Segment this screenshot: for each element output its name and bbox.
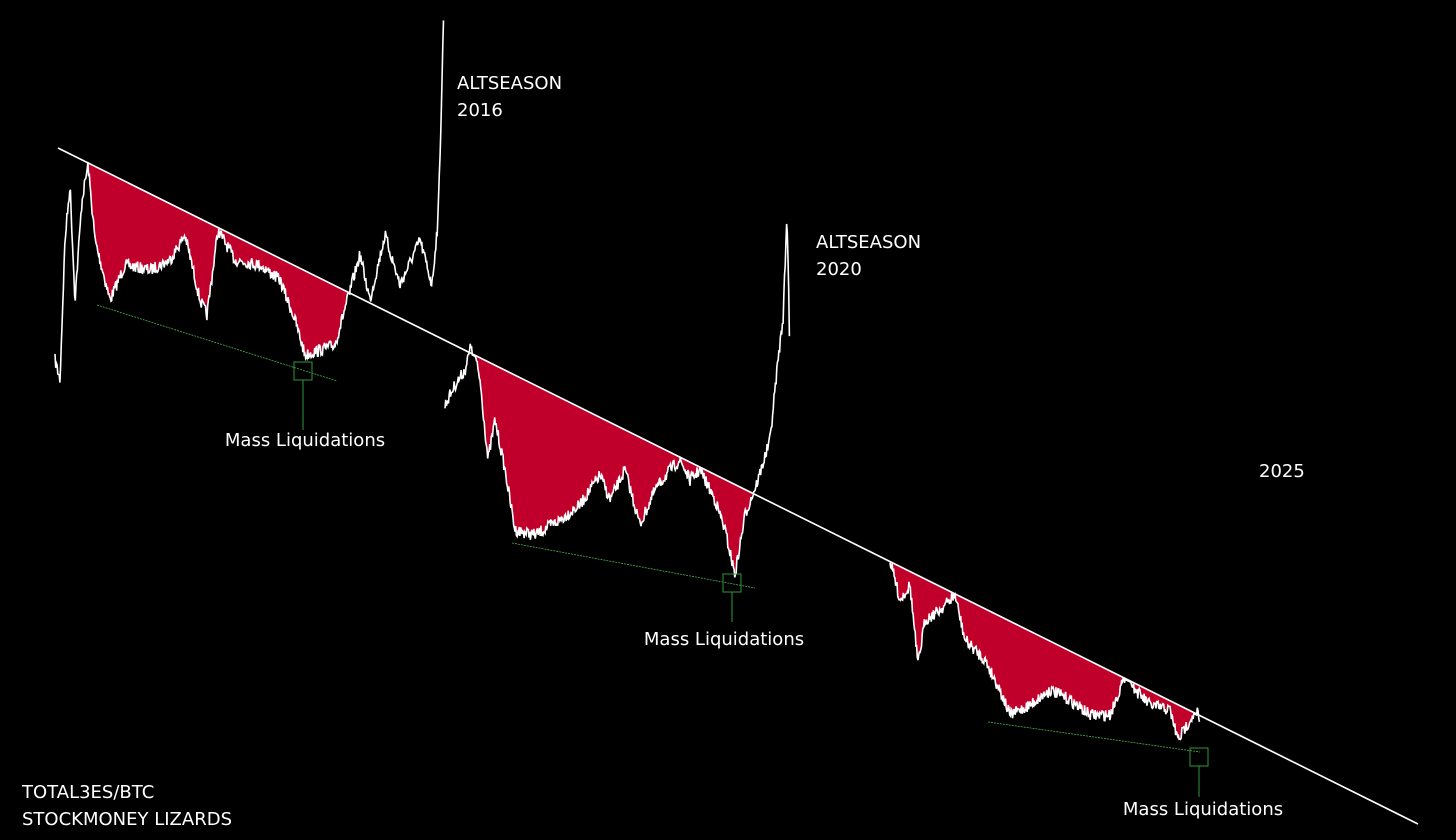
annotation: Mass Liquidations <box>225 430 385 451</box>
annotation: Mass Liquidations <box>644 629 804 650</box>
price-line <box>889 562 1201 741</box>
line-layer <box>54 20 1419 825</box>
red-area <box>890 561 1197 740</box>
annotation: ALTSEASON <box>816 232 921 253</box>
annotation-year: 2016 <box>457 100 503 121</box>
red-area <box>472 353 752 578</box>
annotation-year: 2020 <box>816 259 862 280</box>
annotation: Mass Liquidations <box>1123 799 1283 820</box>
fill-layer <box>88 162 1197 740</box>
annotation: ALTSEASON <box>457 73 562 94</box>
support-line <box>987 721 1201 753</box>
price-line <box>444 223 791 578</box>
support-line <box>511 542 756 589</box>
trendline <box>57 147 1419 825</box>
red-area <box>88 162 350 359</box>
price-line <box>54 20 445 383</box>
annotation: 2025 <box>1259 461 1305 482</box>
chart-title: TOTAL3ES/BTC <box>21 782 154 803</box>
chart-subtitle: STOCKMONEY LIZARDS <box>22 809 232 830</box>
